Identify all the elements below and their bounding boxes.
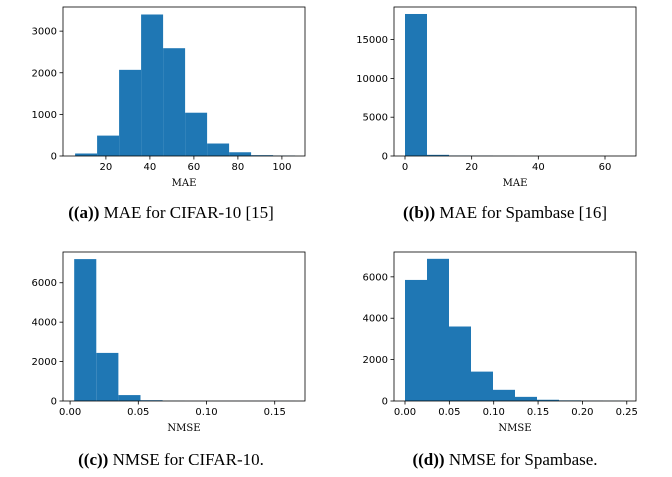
y-tick-label: 3000 — [32, 27, 57, 38]
histogram-bar — [427, 258, 449, 401]
y-tick-label: 4000 — [32, 318, 57, 329]
y-tick-label: 15000 — [356, 35, 388, 46]
caption-tag: ((c)) — [78, 450, 108, 469]
caption-tag: ((b)) — [403, 203, 435, 222]
x-tick-label: 0.15 — [264, 407, 286, 418]
histogram-bar — [449, 326, 471, 401]
histogram-bar — [119, 69, 142, 156]
subfigure-caption: ((a)) MAE for CIFAR-10 [15] — [68, 203, 274, 222]
axes-frame — [62, 251, 306, 402]
caption-text: NMSE for CIFAR-10. — [108, 450, 264, 469]
histogram-bar — [118, 395, 141, 401]
x-tick-label: 0.20 — [571, 407, 593, 418]
caption-text: NMSE for Spambase. — [445, 450, 598, 469]
caption-tag: ((d)) — [412, 450, 444, 469]
histogram-bar — [251, 155, 274, 156]
y-tick-label: 0 — [382, 397, 388, 408]
y-tick-label: 6000 — [32, 278, 57, 289]
x-tick-label: 0 — [402, 162, 408, 173]
y-tick-label: 4000 — [363, 314, 388, 325]
panel-2: 0.00 0.05 0.10 0.15 0 2000 4000 6000 NMSE ((c)) N… — [32, 251, 306, 469]
x-tick-label: 0.15 — [527, 407, 549, 418]
histogram-bar — [75, 153, 98, 156]
y-tick-label: 10000 — [356, 74, 388, 85]
caption-tag: ((a)) — [68, 203, 99, 222]
histogram-bar — [207, 143, 230, 156]
x-axis-label: MAE — [503, 178, 528, 189]
histogram-bar — [405, 13, 427, 156]
histogram-bar — [97, 135, 120, 156]
x-axis-label: MAE — [172, 178, 197, 189]
x-tick-label: 0.00 — [394, 407, 416, 418]
x-tick-label: 0.10 — [195, 407, 217, 418]
histogram-bar — [141, 14, 164, 156]
histogram-bar — [515, 396, 537, 401]
subfigure-caption: ((c)) NMSE for CIFAR-10. — [78, 450, 264, 469]
x-tick-label: 20 — [100, 162, 113, 173]
subfigure-caption: ((d)) NMSE for Spambase. — [412, 450, 597, 469]
y-tick-label: 1000 — [32, 110, 57, 121]
panel-1: 0 20 40 60 0 5000 10000 15000 MAE ((b)) MAE for S… — [356, 6, 637, 222]
histogram-bar — [493, 389, 515, 401]
x-tick-label: 20 — [465, 162, 478, 173]
x-axis-label: NMSE — [498, 423, 531, 434]
x-axis-label: NMSE — [167, 423, 200, 434]
x-tick-label: 0.10 — [483, 407, 505, 418]
histogram-bar — [74, 259, 97, 401]
x-tick-label: 0.05 — [438, 407, 460, 418]
x-tick-label: 60 — [599, 162, 612, 173]
x-tick-label: 60 — [188, 162, 201, 173]
x-tick-label: 40 — [144, 162, 157, 173]
x-tick-label: 0.00 — [59, 407, 81, 418]
histogram-bar — [537, 399, 559, 401]
histogram-bar — [163, 48, 186, 156]
caption-text: MAE for CIFAR-10 [15] — [99, 203, 273, 222]
axes-frame — [393, 251, 637, 402]
histogram-bar — [405, 279, 427, 401]
y-tick-label: 5000 — [363, 113, 388, 124]
caption-text: MAE for Spambase [16] — [435, 203, 607, 222]
y-tick-label: 2000 — [363, 355, 388, 366]
x-tick-label: 40 — [532, 162, 545, 173]
histogram-bar — [471, 371, 493, 401]
panel-3: 0.00 0.05 0.10 0.15 0.20 0.25 0 2000 4000 6000 NMS… — [363, 251, 638, 469]
y-tick-label: 2000 — [32, 357, 57, 368]
y-tick-label: 0 — [51, 152, 57, 163]
x-tick-label: 0.25 — [616, 407, 638, 418]
y-tick-label: 6000 — [363, 272, 388, 283]
histogram-bar — [185, 112, 208, 156]
x-tick-label: 0.05 — [127, 407, 149, 418]
subfigure-caption: ((b)) MAE for Spambase [16] — [403, 203, 607, 222]
axes-frame — [393, 6, 637, 157]
histogram-bar — [427, 154, 449, 156]
y-tick-label: 0 — [382, 152, 388, 163]
y-tick-label: 2000 — [32, 68, 57, 79]
x-tick-label: 100 — [272, 162, 291, 173]
y-tick-label: 0 — [51, 397, 57, 408]
histogram-bar — [229, 152, 252, 156]
histogram-bar — [96, 352, 119, 401]
x-tick-label: 80 — [232, 162, 245, 173]
axes-frame — [62, 6, 306, 157]
